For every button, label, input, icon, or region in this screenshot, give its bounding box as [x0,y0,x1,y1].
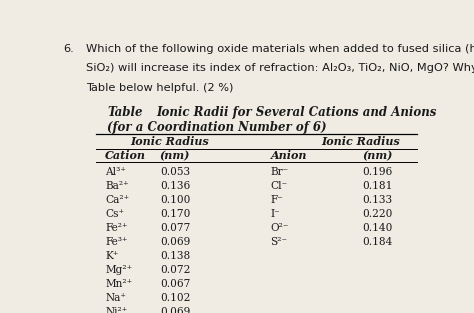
Text: Ionic Radii for Several Cations and Anions: Ionic Radii for Several Cations and Anio… [156,106,437,119]
Text: Cation: Cation [105,150,146,161]
Text: 0.100: 0.100 [160,195,190,205]
Text: Fe³⁺: Fe³⁺ [105,237,128,247]
Text: 0.136: 0.136 [160,181,190,191]
Text: Fe²⁺: Fe²⁺ [105,223,128,233]
Text: O²⁻: O²⁻ [271,223,289,233]
Text: 0.196: 0.196 [362,167,392,177]
Text: 0.067: 0.067 [160,279,190,289]
Text: 0.102: 0.102 [160,293,190,303]
Text: (for a Coordination Number of 6): (for a Coordination Number of 6) [107,121,327,134]
Text: 0.077: 0.077 [160,223,190,233]
Text: 0.140: 0.140 [362,223,392,233]
Text: SiO₂) will increase its index of refraction: Al₂O₃, TiO₂, NiO, MgO? Why? You may: SiO₂) will increase its index of refract… [86,63,474,73]
Text: Mn²⁺: Mn²⁺ [105,279,132,289]
Text: S²⁻: S²⁻ [271,237,287,247]
Text: Ionic Radius: Ionic Radius [321,136,400,147]
Text: Na⁺: Na⁺ [105,293,126,303]
Text: K⁺: K⁺ [105,251,118,261]
Text: 6.: 6. [64,44,74,54]
Text: I⁻: I⁻ [271,209,280,219]
Text: Anion: Anion [271,150,307,161]
Text: 0.072: 0.072 [160,265,190,275]
Text: 0.053: 0.053 [160,167,190,177]
Text: Al³⁺: Al³⁺ [105,167,126,177]
Text: 0.138: 0.138 [160,251,190,261]
Text: Br⁻: Br⁻ [271,167,289,177]
Text: Ca²⁺: Ca²⁺ [105,195,129,205]
Text: Ni²⁺: Ni²⁺ [105,307,128,313]
Text: Table below helpful. (2 %): Table below helpful. (2 %) [86,83,233,93]
Text: 0.181: 0.181 [362,181,392,191]
Text: 0.069: 0.069 [160,237,190,247]
Text: 0.184: 0.184 [362,237,392,247]
Text: 0.069: 0.069 [160,307,190,313]
Text: (nm): (nm) [160,150,190,161]
Text: Table: Table [107,106,143,119]
Text: Mg²⁺: Mg²⁺ [105,265,132,275]
Text: Ionic Radius: Ionic Radius [130,136,209,147]
Text: 0.220: 0.220 [362,209,392,219]
Text: Cs⁺: Cs⁺ [105,209,124,219]
Text: Cl⁻: Cl⁻ [271,181,288,191]
Text: 0.170: 0.170 [160,209,190,219]
Text: Ba²⁺: Ba²⁺ [105,181,129,191]
Text: F⁻: F⁻ [271,195,283,205]
Text: Which of the following oxide materials when added to fused silica (high purity a: Which of the following oxide materials w… [86,44,474,54]
Text: 0.133: 0.133 [362,195,392,205]
Text: (nm): (nm) [362,150,392,161]
